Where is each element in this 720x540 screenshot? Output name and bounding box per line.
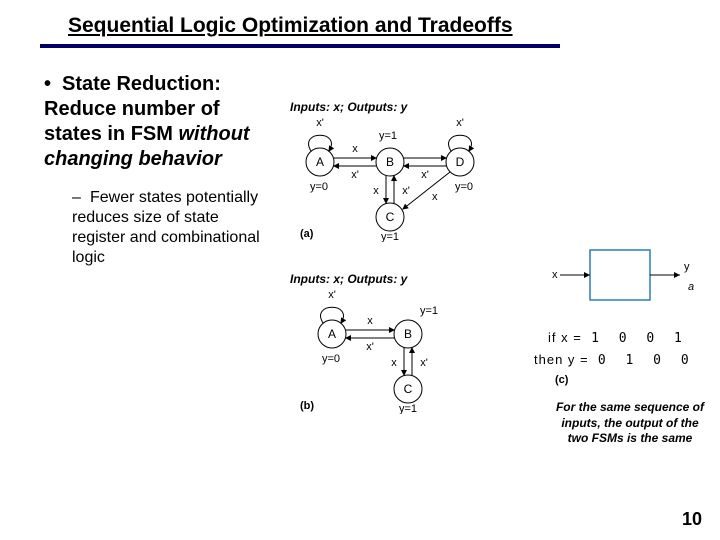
svg-text:x: x bbox=[391, 357, 397, 369]
svg-text:x': x' bbox=[421, 169, 429, 181]
svg-text:x: x bbox=[432, 191, 438, 203]
svg-text:A: A bbox=[316, 155, 324, 169]
fig-label-c: (c) bbox=[555, 374, 568, 386]
svg-text:y=0: y=0 bbox=[310, 181, 328, 193]
svg-text:x: x bbox=[552, 269, 558, 281]
slide-title: Sequential Logic Optimization and Tradeo… bbox=[68, 14, 513, 38]
bullet-sub-text: Fewer states potentially reduces size of… bbox=[72, 189, 260, 266]
bullet-dot: • bbox=[44, 72, 62, 97]
slide: Sequential Logic Optimization and Tradeo… bbox=[0, 0, 720, 540]
bullet-main: •State Reduction: Reduce number of state… bbox=[44, 72, 274, 172]
svg-text:C: C bbox=[404, 382, 413, 396]
svg-text:y=0: y=0 bbox=[322, 353, 340, 365]
svg-text:x: x bbox=[373, 185, 379, 197]
fig-label-b: (b) bbox=[300, 400, 314, 412]
svg-text:y=1: y=1 bbox=[381, 231, 399, 242]
svg-text:x': x' bbox=[366, 341, 374, 353]
svg-text:B: B bbox=[404, 327, 412, 341]
svg-text:y: y bbox=[684, 261, 690, 273]
bullet-sub: –Fewer states potentially reduces size o… bbox=[72, 188, 272, 268]
title-underline bbox=[40, 44, 560, 48]
svg-text:y=1: y=1 bbox=[399, 403, 417, 414]
svg-text:x': x' bbox=[402, 185, 410, 197]
svg-text:B: B bbox=[386, 155, 394, 169]
seq-if-row: if x = 1 0 0 1 bbox=[548, 330, 688, 346]
svg-text:y=1: y=1 bbox=[420, 305, 438, 317]
fig-label-a: (a) bbox=[300, 228, 313, 240]
fsm-diagram-b: A B C x' x x' x x' y=0 y=1 y=1 bbox=[280, 284, 500, 414]
svg-text:x: x bbox=[352, 143, 358, 155]
io-box: x y a bbox=[540, 240, 710, 320]
svg-text:x': x' bbox=[456, 117, 464, 129]
svg-text:y=1: y=1 bbox=[379, 130, 397, 142]
svg-text:A: A bbox=[328, 327, 336, 341]
caption-c: For the same sequence of inputs, the out… bbox=[555, 400, 705, 447]
svg-text:x': x' bbox=[351, 169, 359, 181]
svg-text:D: D bbox=[456, 155, 465, 169]
svg-text:a: a bbox=[688, 281, 694, 293]
seq-then-row: then y = 0 1 0 0 bbox=[534, 352, 695, 368]
svg-text:x': x' bbox=[420, 357, 428, 369]
svg-text:y=0: y=0 bbox=[455, 181, 473, 193]
svg-text:x: x bbox=[367, 315, 373, 327]
svg-text:x': x' bbox=[328, 289, 336, 301]
fsm-diagram-a: A B D C x' x' x x' x' x x' x y=0 y=1 bbox=[280, 112, 540, 242]
svg-text:C: C bbox=[386, 210, 395, 224]
page-number: 10 bbox=[682, 509, 702, 530]
bullet-dash: – bbox=[72, 188, 90, 208]
svg-text:x': x' bbox=[316, 117, 324, 129]
